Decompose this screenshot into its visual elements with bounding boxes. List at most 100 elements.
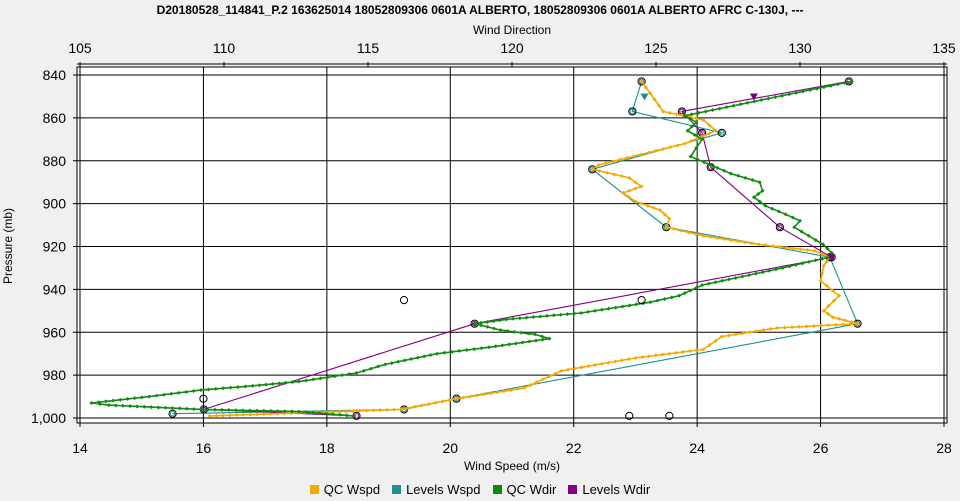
data-point-qc-wdir	[696, 110, 701, 115]
data-point-qc-wspd	[652, 97, 657, 102]
data-point-qc-wdir	[820, 256, 825, 261]
data-point-qc-wspd	[742, 240, 747, 245]
data-point-qc-wdir	[340, 373, 345, 378]
data-point-qc-wdir	[219, 407, 224, 412]
extra-marker	[640, 93, 649, 101]
bottom-tick-label: 16	[196, 440, 212, 456]
data-point-qc-wspd	[713, 128, 718, 133]
axes: 14 16 18 20 22 24 26 28 105 110 115 120 125 130 135 840…	[31, 40, 956, 456]
data-point-qc-wspd	[337, 409, 342, 414]
data-point-qc-wspd	[777, 244, 782, 249]
data-point-qc-wdir	[790, 215, 795, 220]
data-point-qc-wdir	[689, 112, 694, 117]
data-point-qc-wspd	[566, 367, 571, 372]
data-point-qc-wdir	[457, 348, 462, 353]
data-point-qc-wdir	[492, 326, 496, 331]
top-tick-label: 105	[68, 40, 92, 56]
data-point-qc-wdir	[813, 238, 818, 243]
data-point-qc-wdir	[228, 385, 233, 390]
data-point-qc-wspd	[661, 146, 666, 151]
data-point-qc-wspd	[627, 188, 632, 193]
data-point-qc-wspd	[371, 408, 376, 413]
data-point-qc-wdir	[538, 314, 543, 319]
data-point-qc-wspd	[797, 324, 802, 329]
data-point-qc-wdir	[243, 384, 248, 389]
data-point-qc-wspd	[633, 186, 638, 191]
data-point-qc-wdir	[383, 362, 388, 367]
data-point-qc-wdir	[540, 337, 545, 342]
data-point-qc-wspd	[740, 331, 745, 336]
data-point-qc-wspd	[207, 413, 212, 418]
data-point-qc-wdir	[449, 349, 454, 354]
data-point-qc-wspd	[426, 402, 431, 407]
data-point-qc-wdir	[520, 340, 525, 345]
data-point-qc-wspd	[248, 412, 253, 417]
data-point-qc-wdir	[389, 361, 394, 366]
data-point-qc-wdir	[842, 80, 847, 85]
data-point-qc-wdir	[592, 308, 597, 313]
data-point-qc-wspd	[826, 323, 831, 328]
data-point-qc-wspd	[275, 411, 280, 416]
data-point-qc-wdir	[161, 392, 166, 397]
data-point-qc-wdir	[760, 270, 765, 275]
data-point-qc-wspd	[674, 112, 679, 117]
data-point-qc-wdir	[324, 411, 329, 416]
data-point-qc-wdir	[344, 413, 349, 418]
legend-swatch	[309, 485, 319, 495]
data-point-levels-wspd-inner	[719, 130, 725, 136]
data-point-qc-wspd	[606, 360, 611, 365]
data-point-qc-wdir	[534, 338, 538, 343]
data-point-qc-wdir	[303, 410, 308, 415]
data-point-qc-wdir	[787, 92, 792, 97]
data-point-qc-wdir	[304, 378, 309, 383]
data-point-qc-wdir	[428, 353, 433, 358]
data-point-qc-wdir	[170, 406, 175, 411]
bottom-tick-label: 22	[566, 440, 582, 456]
data-point-qc-wspd	[789, 325, 794, 330]
data-point-qc-wdir	[347, 372, 352, 377]
data-point-qc-wspd	[791, 246, 796, 251]
data-point-qc-wspd	[654, 148, 658, 153]
data-point-levels-wspd-inner	[638, 78, 645, 85]
data-point-qc-wdir	[331, 412, 336, 417]
data-point-qc-wdir	[572, 311, 577, 316]
data-point-qc-wspd	[610, 159, 615, 164]
data-point-qc-wdir	[103, 399, 108, 404]
data-point-qc-wdir	[198, 407, 203, 412]
data-point-qc-wdir	[627, 303, 632, 308]
bottom-axis-label: Wind Speed (m/s)	[464, 459, 560, 473]
data-point-qc-wspd	[855, 321, 860, 326]
data-point-qc-wdir	[206, 387, 211, 392]
data-point-qc-wspd	[653, 353, 658, 358]
data-point-qc-wdir	[163, 405, 168, 410]
data-point-qc-wdir	[780, 93, 785, 98]
legend-swatch	[492, 485, 502, 495]
data-point-qc-wdir	[669, 295, 674, 300]
legend-label: Levels Wdir	[582, 482, 651, 498]
data-point-qc-wdir	[728, 171, 733, 176]
data-point-qc-wdir	[565, 312, 570, 317]
data-point-qc-wdir	[655, 298, 660, 303]
data-point-qc-wdir	[682, 291, 687, 296]
data-point-qc-wdir	[599, 307, 604, 312]
data-point-qc-wspd	[547, 374, 552, 379]
data-point-qc-wdir	[290, 380, 295, 385]
data-point-qc-wspd	[707, 343, 712, 348]
data-point-qc-wdir	[722, 168, 727, 173]
data-point-levels-wspd	[168, 409, 177, 418]
data-point-qc-wdir	[177, 406, 182, 411]
data-point-qc-wdir	[125, 396, 130, 401]
data-point-qc-wdir	[740, 274, 745, 279]
legend-item-qc-wspd: QC Wspd	[309, 481, 380, 497]
data-point-qc-wdir	[263, 382, 268, 387]
data-point-qc-wdir	[702, 160, 706, 165]
data-point-qc-wdir	[808, 88, 813, 93]
data-point-qc-wdir	[275, 409, 280, 414]
data-point-qc-wdir	[351, 413, 356, 418]
data-point-qc-wspd	[693, 232, 698, 237]
extra-marker	[637, 295, 646, 305]
legend-swatch	[568, 485, 578, 495]
data-point-qc-wspd	[679, 228, 684, 233]
data-point-qc-wspd	[763, 243, 768, 248]
data-point-qc-wdir	[479, 323, 484, 328]
